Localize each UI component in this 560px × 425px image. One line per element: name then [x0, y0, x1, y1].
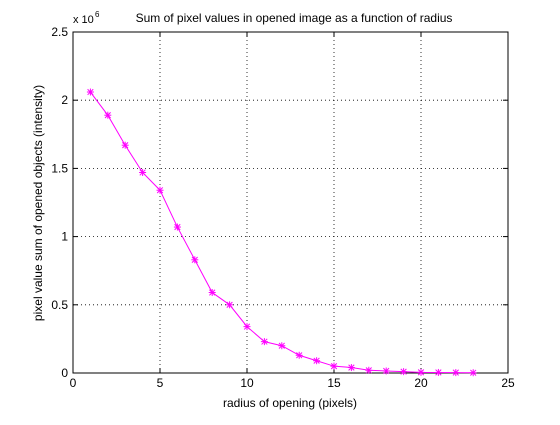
tick-labels: 0 5 10 15 20 25 0 0.5 1 1.5 2 2.5 [51, 25, 515, 390]
data-point-stroke [278, 342, 285, 349]
y-axis-label: pixel value sum of opened objects (inten… [31, 85, 45, 321]
chart-title: Sum of pixel values in opened image as a… [136, 11, 453, 25]
y-tick-label: 1.5 [51, 161, 68, 175]
data-point-stroke [209, 289, 216, 296]
data-point [400, 368, 408, 376]
data-point [121, 141, 129, 149]
data-point-stroke [104, 112, 111, 119]
y-tick-label: 2 [61, 93, 68, 107]
x-tick-label: 25 [501, 376, 515, 390]
data-point-stroke [417, 369, 425, 376]
plot-area [73, 32, 508, 373]
data-point-stroke [174, 223, 181, 231]
y-tick-label: 0.5 [51, 298, 68, 312]
y-multiplier: x 10 6 [73, 10, 100, 26]
axes-box [72, 31, 509, 374]
data-point [191, 256, 199, 264]
data-point [104, 111, 112, 119]
data-point [330, 362, 338, 370]
data-point [313, 357, 321, 365]
data-point-stroke [156, 187, 164, 194]
data-point-stroke [226, 301, 233, 308]
x-tick-label: 20 [414, 376, 428, 390]
y-multiplier-exponent: 6 [95, 10, 100, 19]
data-point-stroke [400, 368, 407, 375]
y-tick-label: 1 [61, 230, 68, 244]
data-point-stroke [191, 256, 198, 263]
data-point [156, 186, 164, 194]
data-point-stroke [330, 363, 338, 370]
data-point [434, 368, 442, 376]
x-tick-label: 5 [157, 376, 164, 390]
data-point-stroke [261, 338, 268, 345]
data-point-stroke [348, 364, 355, 371]
data-point [278, 342, 286, 350]
data-point [365, 366, 373, 374]
x-tick-label: 10 [240, 376, 254, 390]
y-tick-label: 2.5 [51, 25, 68, 39]
data-point-stroke [87, 88, 94, 96]
data-point [243, 323, 251, 331]
grid [73, 32, 508, 373]
data-point [469, 369, 477, 377]
data-point-stroke [122, 142, 129, 149]
data-point [417, 368, 425, 376]
data-point-stroke [365, 367, 372, 374]
data-point [260, 338, 268, 346]
data-point [347, 364, 355, 372]
data-point-stroke [139, 169, 146, 176]
data-point [208, 289, 216, 297]
data-point [226, 301, 234, 309]
data-point [452, 369, 460, 377]
data-point-stroke [313, 357, 320, 364]
x-tick-label: 0 [70, 376, 77, 390]
data-point [382, 367, 390, 375]
data-point-stroke [296, 352, 303, 359]
data-point-stroke [452, 369, 459, 376]
data-point-stroke [435, 369, 442, 376]
data-point [295, 351, 303, 359]
data-point [173, 223, 181, 231]
x-tick-label: 15 [327, 376, 341, 390]
y-multiplier-base: x 10 [73, 14, 94, 26]
data-point-stroke [243, 323, 251, 330]
axes [72, 31, 509, 374]
data-point-stroke [470, 369, 477, 376]
data-point [86, 88, 94, 96]
data-point-stroke [383, 367, 390, 375]
data-series [86, 88, 477, 377]
data-point [139, 168, 147, 176]
x-axis-label: radius of opening (pixels) [223, 396, 357, 410]
y-tick-label: 0 [61, 366, 68, 380]
